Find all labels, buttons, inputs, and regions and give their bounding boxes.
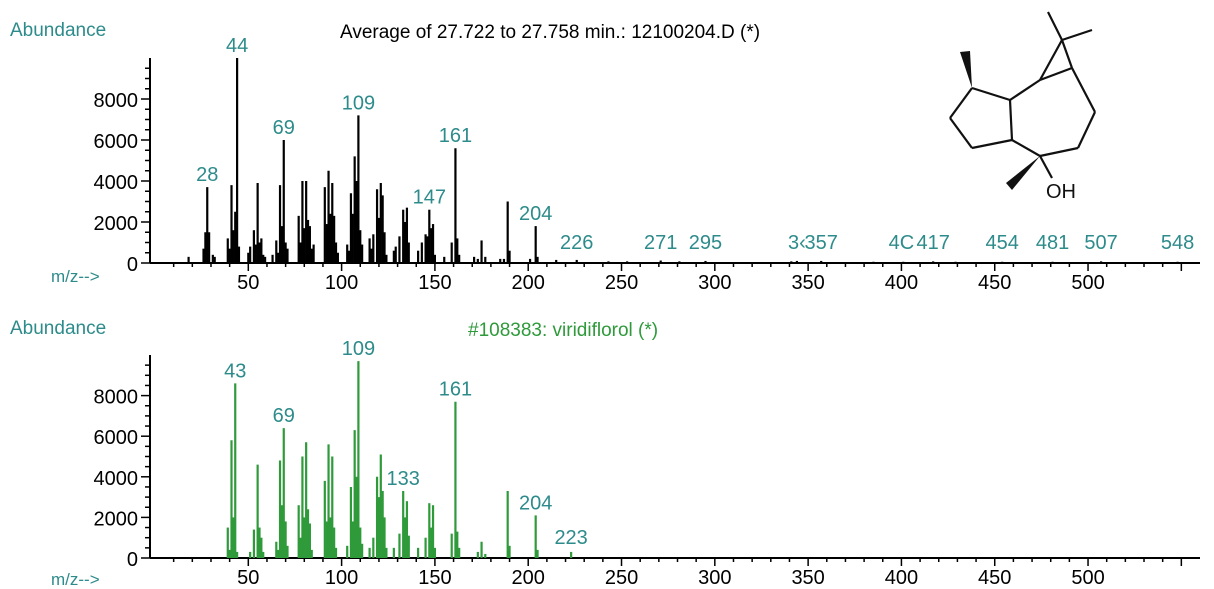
wedge-bond-methyl (1006, 156, 1040, 190)
bottom-y-tick-label: 4000 (94, 468, 139, 490)
bottom-y-tick-label: 0 (127, 549, 138, 571)
bottom-spectrum: 0 2000 4000 6000 8000 50 100 150 200 250 300 350 400… (94, 338, 1200, 589)
bottom-x-tick-label: 200 (512, 567, 545, 589)
top-peak-label: 226 (560, 232, 593, 254)
top-peak-label: 28 (196, 164, 218, 186)
top-peak-label: 417 (916, 232, 949, 254)
top-peak-label: 271 (644, 232, 677, 254)
bottom-x-tick-label: 450 (978, 567, 1011, 589)
bottom-peak-label: 161 (439, 379, 472, 401)
top-x-tick-label: 500 (1071, 272, 1104, 294)
top-x-tick-label: 150 (418, 272, 451, 294)
bottom-peak-label: 109 (342, 338, 375, 360)
top-x-tick-label: 300 (698, 272, 731, 294)
top-x-tick-label: 250 (605, 272, 638, 294)
top-y-tick-label: 2000 (94, 213, 139, 235)
bottom-peak-label: 223 (554, 527, 587, 549)
bottom-peak-label: 204 (519, 492, 552, 514)
bottom-y-tick-label: 8000 (94, 387, 139, 409)
top-peak-label: 4C (889, 232, 915, 254)
top-peak-label: 548 (1161, 232, 1194, 254)
top-x-tick-label: 100 (325, 272, 358, 294)
bottom-x-tick-label: 300 (698, 567, 731, 589)
top-spectrum: 0 2000 4000 6000 8000 50 100 150 200 250 300 350 400… (94, 35, 1200, 294)
top-title: Average of 27.722 to 27.758 min.: 121002… (340, 22, 760, 43)
top-x-tick-label: 350 (791, 272, 824, 294)
bottom-x-tick-label: 100 (325, 567, 358, 589)
bottom-ylabel: Abundance (10, 318, 106, 339)
top-peak-label: 454 (986, 232, 1019, 254)
bottom-x-tick-label: 400 (885, 567, 918, 589)
top-peak-label: 109 (342, 92, 375, 114)
bottom-xlabel: m/z--> (51, 570, 100, 589)
top-x-tick-label: 400 (885, 272, 918, 294)
bottom-title: #108383: viridiflorol (*) (468, 320, 658, 341)
bottom-peak-label: 43 (224, 360, 246, 382)
top-y-tick-label: 0 (127, 254, 138, 276)
top-peak-label: 69 (273, 117, 295, 139)
bottom-peak-label: 69 (273, 405, 295, 427)
structure-oh-label: OH (1046, 181, 1076, 203)
top-xlabel: m/z--> (51, 267, 100, 286)
bottom-y-tick-label: 6000 (94, 427, 139, 449)
top-peak-label: 295 (689, 232, 722, 254)
top-x-tick-label: 50 (237, 272, 259, 294)
top-y-tick-label: 4000 (94, 172, 139, 194)
top-x-tick-label: 200 (512, 272, 545, 294)
top-peak-label: 3‹ (788, 232, 806, 254)
viridiflorol-structure (949, 11, 1096, 179)
bottom-x-tick-label: 150 (418, 567, 451, 589)
top-ylabel: Abundance (10, 20, 106, 41)
bottom-x-tick-label: 350 (791, 567, 824, 589)
top-y-tick-label: 8000 (94, 90, 139, 112)
top-peak-label: 147 (413, 187, 446, 209)
top-peak-label: 507 (1084, 232, 1117, 254)
bottom-peak-label: 133 (387, 468, 420, 490)
wedge-bond-top (960, 51, 972, 88)
bottom-x-tick-label: 250 (605, 567, 638, 589)
bottom-x-tick-label: 500 (1071, 567, 1104, 589)
top-peak-label: 204 (519, 203, 552, 225)
bottom-y-tick-label: 2000 (94, 508, 139, 530)
top-x-tick-label: 450 (978, 272, 1011, 294)
top-peak-label: 357 (805, 232, 838, 254)
top-peak-label: 44 (226, 35, 248, 57)
bottom-x-tick-label: 50 (237, 567, 259, 589)
top-peak-label: 161 (439, 125, 472, 147)
top-y-tick-label: 6000 (94, 131, 139, 153)
top-peak-label: 481 (1036, 232, 1069, 254)
